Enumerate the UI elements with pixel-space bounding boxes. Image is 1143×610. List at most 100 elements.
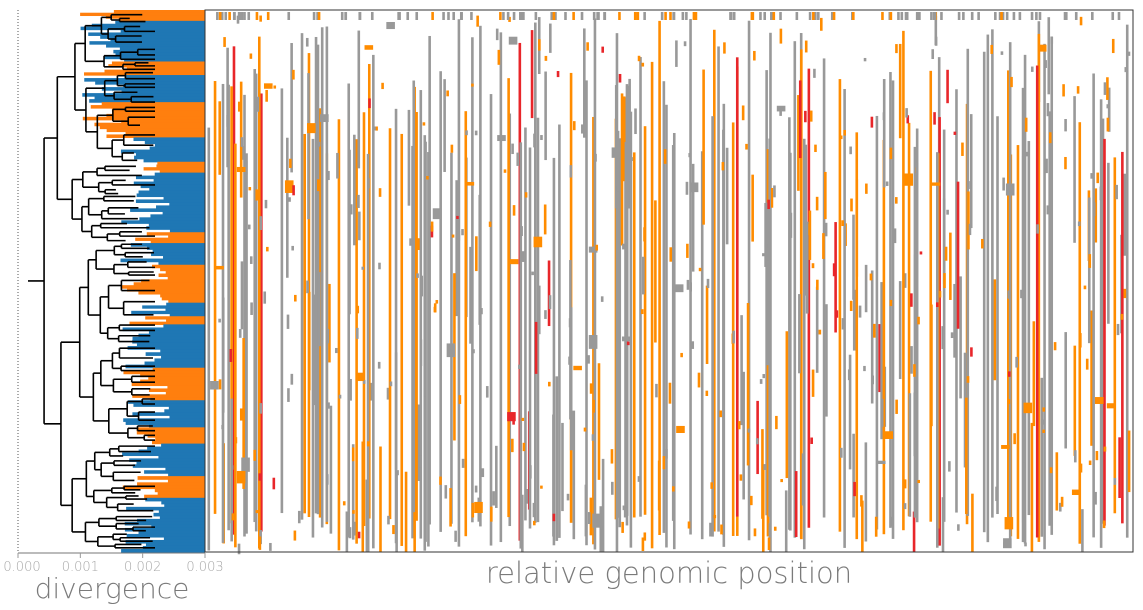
clade-strip-segment — [126, 66, 205, 71]
mutation-tick — [566, 493, 570, 501]
mutation-tick — [1099, 186, 1103, 201]
mutation-tick — [516, 152, 520, 166]
mutation-tick — [256, 96, 260, 112]
mutation-top-tick — [233, 12, 236, 20]
mutation-column — [946, 69, 949, 104]
mutation-tick — [588, 246, 598, 253]
mutation-tick — [835, 310, 839, 318]
mutation-tick — [841, 318, 845, 330]
mutation-column — [543, 204, 547, 235]
mutation-column — [337, 119, 341, 551]
mutation-column — [938, 117, 941, 546]
mutation-tick — [1088, 460, 1092, 466]
mutation-tick — [364, 45, 374, 50]
clade-strip-segment — [156, 205, 205, 209]
clade-strip-segment — [142, 305, 205, 309]
mutation-tick — [248, 187, 252, 191]
mutation-column — [287, 388, 290, 402]
mutation-tick — [1003, 538, 1012, 549]
mutation-column — [311, 138, 315, 538]
mutation-tick — [457, 230, 461, 241]
clade-strip-segment — [126, 506, 205, 511]
mutation-tick — [485, 386, 489, 398]
clade-strip-segment — [104, 55, 205, 60]
mutation-column — [982, 51, 986, 533]
clade-strip-segment — [101, 87, 205, 91]
mutation-tick — [610, 449, 614, 464]
mutation-tick — [508, 16, 511, 22]
mutation-tick — [259, 15, 262, 22]
clade-strip-segment — [140, 379, 205, 384]
mutation-tick — [1048, 132, 1052, 144]
mutation-tick — [544, 55, 548, 61]
mutation-column — [811, 369, 815, 397]
mutation-tick — [533, 236, 543, 248]
mutation-tick — [1071, 489, 1081, 496]
mutation-column — [815, 286, 819, 373]
mutation-tick — [625, 507, 628, 518]
mutation-column — [665, 104, 668, 548]
mutation-column — [675, 40, 678, 67]
mutation-tick — [773, 526, 777, 531]
clade-strip-segment — [158, 509, 205, 514]
mutation-column — [632, 152, 636, 518]
mutation-tick — [917, 479, 920, 484]
mutation-column — [420, 275, 424, 297]
clade-strip-segment — [125, 539, 205, 544]
mutation-column — [450, 152, 453, 524]
clade-strip-segment — [88, 32, 205, 36]
mutation-column — [628, 78, 631, 209]
mutation-tick — [966, 376, 970, 383]
mutation-tick — [351, 447, 355, 462]
mutation-column — [303, 133, 306, 514]
clade-strip-segment — [124, 58, 205, 63]
mutation-column — [369, 382, 373, 401]
divergence-tick-label: 0.000 — [3, 560, 40, 575]
clade-strip-segment — [159, 515, 205, 520]
mutation-column — [457, 19, 461, 547]
mutation-column — [254, 73, 258, 532]
mutation-tick — [595, 244, 599, 251]
mutation-tick — [804, 40, 808, 53]
clade-strip-segment — [156, 164, 205, 168]
mutation-top-tick — [550, 12, 554, 20]
mutation-marks — [207, 12, 1131, 555]
mutation-column — [907, 122, 911, 517]
mutation-column — [1008, 42, 1012, 547]
mutation-column — [634, 108, 637, 135]
mutation-tick — [249, 53, 253, 59]
mutation-column — [1058, 502, 1062, 512]
clade-strip-segment — [138, 291, 205, 295]
mutation-tick — [913, 364, 916, 377]
mutation-tick — [521, 417, 525, 421]
clade-strip-segment — [150, 240, 205, 244]
mutation-tick — [1124, 67, 1128, 73]
mutation-tick — [1076, 86, 1080, 94]
mutation-top-tick — [808, 12, 812, 20]
mutation-column — [521, 494, 524, 552]
mutation-tick — [476, 15, 479, 27]
mutation-tick — [292, 69, 295, 80]
mutation-top-tick — [685, 12, 688, 20]
mutation-tick — [240, 137, 244, 147]
mutation-column — [1040, 377, 1044, 537]
mutation-tick — [643, 227, 646, 242]
mutation-column — [1047, 17, 1051, 95]
mutation-column — [702, 69, 705, 225]
mutation-column — [967, 191, 970, 250]
mutation-tick — [674, 284, 684, 293]
mutation-top-tick — [915, 12, 919, 20]
mutation-column — [597, 363, 601, 480]
mutation-tick — [1020, 289, 1023, 299]
mutation-top-tick — [1005, 12, 1009, 20]
mutation-top-tick — [732, 12, 736, 20]
mutation-tick — [1030, 66, 1034, 72]
clade-strip-segment — [121, 548, 205, 553]
mutation-column — [838, 79, 842, 532]
mutation-tick — [1000, 51, 1004, 55]
mutation-column — [534, 22, 537, 523]
mutation-top-tick — [1074, 12, 1078, 20]
mutation-tick — [1005, 183, 1015, 196]
mutation-top-tick — [994, 12, 997, 20]
mutation-column — [1106, 77, 1109, 100]
